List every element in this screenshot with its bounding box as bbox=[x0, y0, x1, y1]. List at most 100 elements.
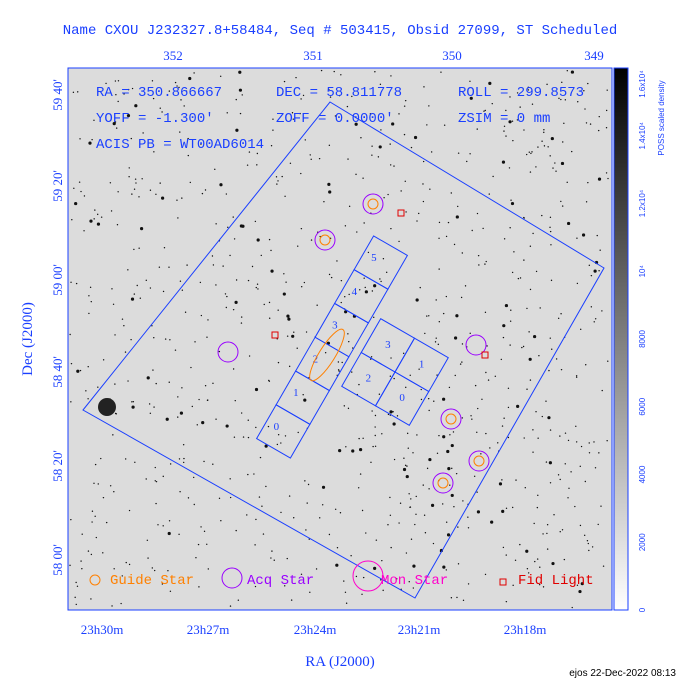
star bbox=[426, 124, 428, 126]
star bbox=[529, 288, 532, 291]
star bbox=[115, 93, 117, 96]
star bbox=[93, 482, 95, 484]
star bbox=[330, 276, 333, 279]
star bbox=[551, 348, 553, 350]
star bbox=[357, 487, 360, 489]
star bbox=[358, 383, 360, 386]
star bbox=[374, 434, 376, 437]
star bbox=[428, 409, 430, 412]
star bbox=[212, 463, 214, 465]
star bbox=[507, 406, 510, 409]
star bbox=[336, 260, 338, 262]
star bbox=[393, 165, 395, 167]
star bbox=[155, 193, 157, 195]
star bbox=[537, 494, 539, 497]
colorbar-tick-label: 6000 bbox=[638, 397, 647, 415]
star bbox=[155, 502, 157, 505]
star bbox=[455, 215, 459, 219]
star bbox=[501, 479, 503, 481]
star bbox=[593, 269, 597, 273]
star bbox=[134, 461, 136, 463]
star bbox=[389, 514, 392, 516]
star bbox=[367, 251, 370, 254]
star bbox=[469, 332, 471, 334]
star bbox=[224, 293, 227, 295]
star bbox=[452, 431, 455, 433]
star bbox=[270, 145, 273, 147]
star bbox=[201, 192, 204, 195]
star bbox=[154, 480, 156, 482]
star bbox=[404, 464, 407, 467]
star bbox=[434, 341, 437, 343]
star bbox=[159, 182, 161, 184]
star bbox=[255, 426, 257, 429]
star bbox=[575, 425, 577, 428]
star bbox=[464, 285, 467, 287]
star bbox=[560, 161, 565, 166]
star bbox=[178, 458, 181, 460]
star bbox=[511, 271, 514, 274]
star bbox=[423, 514, 426, 516]
star bbox=[390, 227, 392, 230]
star bbox=[351, 371, 353, 373]
star bbox=[403, 105, 406, 107]
left-tick-label: 58 20' bbox=[50, 450, 65, 482]
s-chip-label: 4 bbox=[352, 286, 358, 298]
star bbox=[237, 599, 240, 601]
star bbox=[528, 357, 532, 361]
star bbox=[113, 568, 115, 570]
star bbox=[117, 100, 119, 103]
star bbox=[532, 429, 534, 431]
acq-stars bbox=[217, 193, 490, 494]
star bbox=[448, 386, 451, 389]
star bbox=[321, 485, 326, 489]
star bbox=[476, 212, 479, 215]
star bbox=[548, 369, 550, 372]
star bbox=[560, 200, 562, 203]
star bbox=[284, 585, 286, 587]
star bbox=[334, 508, 337, 510]
star bbox=[343, 405, 346, 407]
star bbox=[75, 282, 78, 285]
star bbox=[392, 422, 396, 426]
bottom-tick-label: 23h30m bbox=[81, 622, 124, 637]
star bbox=[570, 70, 575, 74]
bottom-tick-label: 23h27m bbox=[187, 622, 230, 637]
star bbox=[436, 374, 438, 376]
star bbox=[442, 435, 446, 439]
star bbox=[525, 153, 528, 156]
star bbox=[387, 193, 389, 196]
star bbox=[508, 120, 512, 124]
star bbox=[409, 374, 411, 376]
star bbox=[482, 227, 484, 230]
star bbox=[344, 225, 347, 227]
star bbox=[507, 387, 510, 389]
star bbox=[285, 281, 287, 283]
star bbox=[442, 312, 445, 315]
star bbox=[161, 111, 163, 113]
star bbox=[607, 360, 609, 362]
star bbox=[124, 351, 127, 353]
star bbox=[293, 517, 295, 519]
guide-star bbox=[445, 413, 457, 425]
star bbox=[379, 83, 382, 86]
star bbox=[560, 98, 562, 101]
colorbar-tick-label: 8000 bbox=[638, 330, 647, 348]
star bbox=[184, 311, 187, 313]
star bbox=[489, 447, 491, 449]
star bbox=[503, 238, 506, 240]
star bbox=[481, 398, 483, 400]
star bbox=[579, 524, 582, 527]
star bbox=[286, 314, 290, 318]
star bbox=[451, 467, 453, 470]
star bbox=[153, 337, 155, 339]
star bbox=[133, 293, 136, 295]
star bbox=[576, 584, 579, 586]
star bbox=[501, 509, 505, 513]
star bbox=[287, 317, 291, 321]
star bbox=[364, 286, 366, 289]
star bbox=[461, 361, 463, 363]
star bbox=[300, 573, 303, 576]
star bbox=[599, 249, 601, 251]
star bbox=[153, 406, 155, 408]
